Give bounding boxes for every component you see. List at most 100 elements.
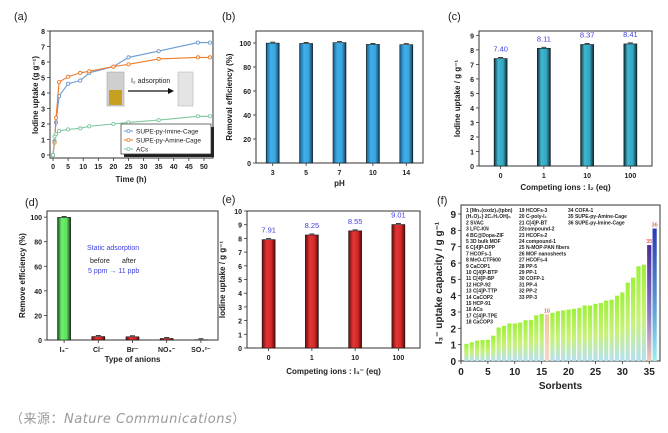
legend-entry: 34 COFA-1: [568, 208, 594, 214]
annotation-title: Static adsorption: [87, 245, 139, 252]
y-tick-label: 40: [243, 113, 251, 120]
bar: [604, 300, 609, 361]
panel-label-a: (a): [14, 11, 27, 23]
x-tick-label: 5: [485, 367, 491, 378]
legend-entry: 27 HCOFs-4: [519, 258, 548, 264]
y-axis-label: Removal efficiency (%): [225, 53, 234, 140]
bar: [534, 315, 539, 361]
panel-label-c: (c): [448, 11, 461, 23]
x-tick-label: 10: [351, 355, 359, 362]
x-tick-label: 20: [563, 367, 575, 378]
legend-entry: 5 3D bulk MOF: [466, 239, 501, 245]
data-point: [111, 121, 116, 127]
x-axis-label: Competing ions : I₂ (eq): [520, 183, 611, 192]
data-point: [207, 55, 213, 60]
data-point: [195, 55, 200, 60]
x-tick-label: 15: [536, 367, 548, 378]
data-label: 8.37: [580, 31, 595, 40]
y-axis-label: Iodine uptake (g g⁻¹): [31, 56, 40, 134]
panel-label-d: (d): [25, 197, 38, 209]
bar: [652, 228, 657, 361]
x-tick-label: 0: [51, 164, 55, 171]
arrow-head-icon: [168, 88, 174, 94]
x-tick-label: NO₃⁻: [158, 347, 176, 354]
y-tick-label: 60: [34, 264, 42, 271]
bar: [496, 327, 501, 361]
y-tick-label: 8: [470, 48, 474, 55]
panel-label-e: (e): [222, 194, 235, 206]
data-point: [156, 49, 161, 54]
bar: [623, 43, 638, 167]
legend-entry: 15 HCP-91: [466, 301, 491, 307]
y-axis-label: Remove efficiency (%): [18, 233, 27, 318]
y-tick-label: 4: [41, 91, 45, 98]
bar: [609, 299, 614, 361]
bar: [523, 320, 528, 361]
y-tick-label: 80: [34, 240, 42, 247]
y-tick-label: 1: [470, 149, 474, 156]
y-tick-label: 7: [238, 250, 242, 257]
legend-entry: 21 C[4]P-BT: [519, 220, 547, 226]
legend: SUPE-py-Imine-Cage SUPE-py-Amine-Cage ACs: [120, 123, 214, 157]
y-tick-label: 5: [238, 278, 242, 285]
y-tick-label: 40: [34, 289, 42, 296]
bar: [577, 307, 582, 361]
data-point: [57, 80, 62, 85]
y-tick-label: 100: [30, 215, 42, 222]
bar: [550, 312, 555, 361]
bar: [625, 282, 630, 361]
data-label: 8.25: [305, 221, 320, 230]
x-tick-label: I₃⁻: [60, 347, 69, 354]
y-axis-label: Iodine uptake / g g⁻¹: [453, 60, 462, 137]
bar: [91, 336, 106, 341]
annotation-values: 5 ppm → 11 ppb: [88, 268, 139, 275]
x-tick-label: 5: [304, 170, 308, 177]
legend-entry: 31 PP-4: [519, 282, 537, 288]
y-tick-label: 0: [38, 338, 42, 345]
bar-label: 16: [544, 308, 550, 314]
y-axis-label: Iodine uptake / g g⁻¹: [218, 241, 227, 318]
legend-marker: [126, 138, 131, 142]
panel-f-bar-chart: 0 1 2 3 4 5 6 7 8 9 0 5 10 15 20 25 30 35 Sorbents I₃⁻ upta…: [434, 204, 661, 392]
legend-entry: 20 C-poly-I₂: [519, 214, 547, 220]
bar: [475, 340, 480, 361]
legend-entry: 22compound-2: [519, 227, 555, 233]
plot-frame: [460, 204, 661, 362]
bar-label: 35: [646, 239, 652, 245]
data-point: [195, 114, 200, 119]
data-label: 9.01: [391, 211, 406, 220]
bar: [512, 323, 517, 361]
data-label: 8.55: [348, 217, 363, 226]
bar: [493, 58, 508, 167]
legend-entry: 28 PP-5: [519, 264, 537, 270]
vial-after-image: [177, 71, 194, 107]
y-tick-label: 6: [470, 77, 474, 84]
legend-box: [120, 123, 212, 155]
data-point: [111, 64, 116, 69]
x-tick-label: 3: [271, 170, 275, 177]
y-tick-label: 1: [41, 138, 45, 145]
bar: [537, 47, 551, 167]
x-tick-label: 30: [140, 164, 148, 171]
data-label: 8.11: [537, 34, 551, 43]
x-tick-label: Cl⁻: [93, 347, 104, 354]
data-point: [78, 70, 83, 75]
legend-entry: 7 HCOFs-1: [466, 251, 492, 257]
y-tick-label: 8: [450, 226, 456, 237]
x-tick-label: Br⁻: [127, 347, 139, 354]
y-tick-label: 7: [470, 62, 474, 69]
x-tick-label: 20: [109, 164, 117, 171]
bar: [469, 342, 474, 361]
legend-entry: 25 N-MOP-PAN fibers: [519, 245, 570, 251]
bar: [366, 44, 380, 164]
legend-entry: 29 PP-1: [519, 270, 537, 276]
data-point: [207, 114, 213, 119]
y-tick-label: 7: [41, 45, 45, 52]
legend-entry: 4 BC@Dopa-ZIF: [466, 233, 504, 239]
bar: [561, 310, 566, 361]
bar: [631, 277, 636, 361]
y-tick-label: 5: [470, 91, 474, 98]
x-tick-label: 25: [590, 367, 602, 378]
bar: [305, 234, 319, 349]
